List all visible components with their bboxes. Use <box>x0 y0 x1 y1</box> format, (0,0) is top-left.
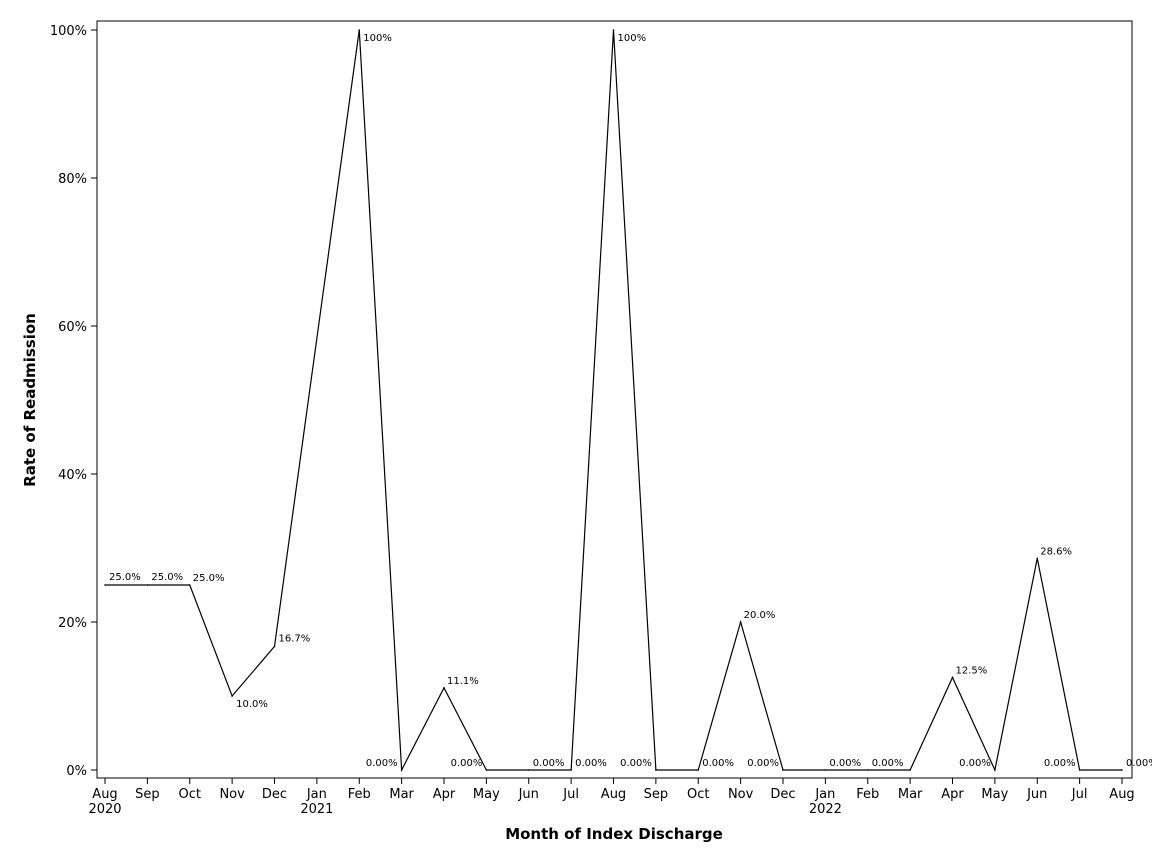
x-tick-label: Jan <box>814 787 835 802</box>
x-tick-label: Aug <box>601 787 626 802</box>
x-tick-label: Feb <box>856 787 879 802</box>
x-tick-label: Aug <box>1109 787 1134 802</box>
y-tick-label: 40% <box>58 468 87 483</box>
data-point <box>146 584 149 586</box>
x-tick-label: Jun <box>1026 787 1047 802</box>
data-point <box>358 29 361 31</box>
data-point <box>994 769 996 771</box>
x-tick-label: Nov <box>219 787 245 802</box>
data-point <box>1121 769 1123 771</box>
y-tick-label: 60% <box>58 320 87 335</box>
x-tick-label: Oct <box>687 787 709 802</box>
data-point <box>1036 557 1039 560</box>
y-tick-label: 20% <box>58 616 87 631</box>
data-label: 0.00% <box>747 758 779 769</box>
x-tick-label: Jul <box>562 787 579 802</box>
data-label: 100% <box>618 33 647 44</box>
data-label: 0.00% <box>1126 758 1152 769</box>
data-label: 0.00% <box>451 758 483 769</box>
data-labels: 25.0% 25.0% 25.0% 10.0% 16.7% 100% 0.00% 11.1% 0… <box>109 33 1152 769</box>
series-readmission-rate <box>104 29 1123 773</box>
data-label: 0.00% <box>533 758 565 769</box>
x-tick-label: Sep <box>644 787 669 802</box>
x-tick-year-label: 2022 <box>809 802 842 817</box>
series-line <box>105 29 1122 773</box>
data-point <box>782 769 784 771</box>
plot-frame <box>96 20 1133 779</box>
x-tick-year-label: 2021 <box>300 802 333 817</box>
y-tick-label: 80% <box>58 172 87 187</box>
data-label: 20.0% <box>744 610 776 621</box>
data-point <box>527 769 530 771</box>
data-label: 0.00% <box>872 758 904 769</box>
data-label: 0.00% <box>959 758 991 769</box>
x-tick-label: Jan <box>306 787 327 802</box>
data-label: 25.0% <box>193 573 225 584</box>
y-axis-title: Rate of Readmission <box>21 313 39 487</box>
x-tick-label: Dec <box>770 787 795 802</box>
x-tick-year-label: 2020 <box>88 802 121 817</box>
x-tick-label: May <box>981 787 1008 802</box>
data-point <box>273 645 276 648</box>
data-label: 11.1% <box>447 676 479 687</box>
data-label: 100% <box>363 33 392 44</box>
x-tick-label: Dec <box>262 787 287 802</box>
x-axis-title: Month of Index Discharge <box>505 825 723 843</box>
x-tick-label: Jul <box>1071 787 1088 802</box>
y-tick-label: 0% <box>66 764 87 779</box>
data-point <box>485 769 488 771</box>
data-label: 0.00% <box>575 758 607 769</box>
data-point <box>400 769 403 771</box>
data-label: 0.00% <box>702 758 734 769</box>
y-tick-label: 100% <box>50 24 87 39</box>
data-point <box>739 621 742 623</box>
data-label: 25.0% <box>151 572 183 583</box>
data-point <box>824 769 827 771</box>
x-tick-label: Nov <box>728 787 754 802</box>
data-point <box>655 769 657 771</box>
data-label: 16.7% <box>279 633 311 644</box>
data-label: 12.5% <box>956 666 988 677</box>
x-tick-label: Apr <box>941 787 964 802</box>
y-axis: 0% 20% 40% 60% 80% 100% <box>50 24 97 779</box>
data-point <box>104 584 106 586</box>
data-point <box>866 769 869 771</box>
data-label: 0.00% <box>366 758 398 769</box>
data-point <box>909 769 911 771</box>
data-point <box>570 769 572 771</box>
data-point <box>951 676 954 679</box>
data-point <box>697 769 700 771</box>
x-tick-label: Jun <box>518 787 539 802</box>
data-label: 0.00% <box>829 758 861 769</box>
x-tick-label: Mar <box>898 787 923 802</box>
data-label: 10.0% <box>236 699 268 710</box>
x-tick-label: Oct <box>179 787 201 802</box>
x-tick-label: Mar <box>389 787 414 802</box>
data-label: 0.00% <box>1044 758 1076 769</box>
x-tick-label: Aug <box>92 787 117 802</box>
data-point <box>188 584 191 586</box>
data-point <box>612 29 615 31</box>
x-tick-label: May <box>473 787 500 802</box>
data-label: 0.00% <box>620 758 652 769</box>
data-point <box>443 687 445 689</box>
data-point <box>231 695 233 697</box>
x-tick-label: Feb <box>348 787 371 802</box>
data-label: 28.6% <box>1040 546 1072 557</box>
x-tick-label: Apr <box>433 787 456 802</box>
x-tick-label: Sep <box>135 787 160 802</box>
data-point <box>1078 769 1081 771</box>
data-label: 25.0% <box>109 572 141 583</box>
